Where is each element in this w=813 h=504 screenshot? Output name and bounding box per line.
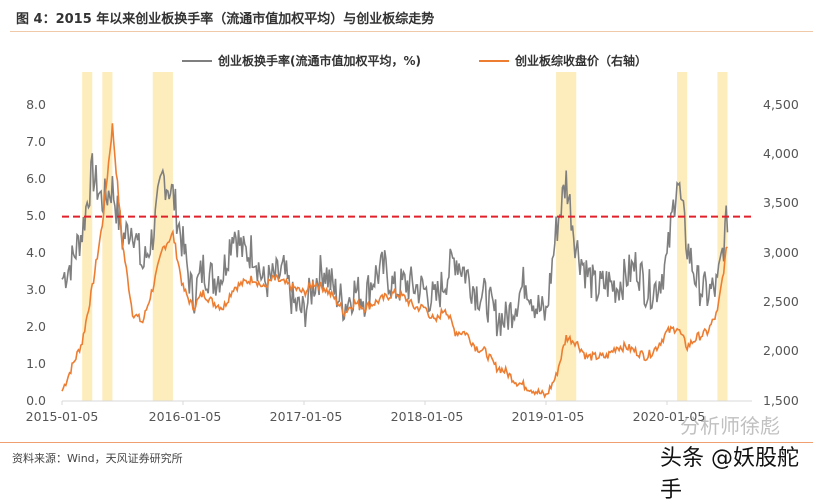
highlight-band <box>152 72 173 401</box>
x-tick-label: 2017-01-05 <box>269 409 343 424</box>
legend-label-turnover: 创业板换手率(流通市值加权平均，%) <box>218 54 421 68</box>
x-tick-label: 2020-01-05 <box>632 409 706 424</box>
x-tick-label: 2018-01-05 <box>390 409 464 424</box>
index-line <box>61 123 728 399</box>
turnover-line <box>61 153 729 337</box>
legend-item-index: 创业板综收盘价（右轴） <box>479 52 647 69</box>
legend-item-turnover: 创业板换手率(流通市值加权平均，%) <box>182 52 421 69</box>
watermark-account: 头条 @妖股舵手 <box>660 446 799 503</box>
source-note: 资料来源：Wind，天风证券研究所 <box>12 452 183 465</box>
y-left-tick: 5.0 <box>26 208 46 223</box>
highlight-band <box>717 72 728 401</box>
highlight-band <box>82 72 93 401</box>
highlight-band <box>677 72 688 401</box>
x-tick-label: 2019-01-05 <box>511 409 585 424</box>
y-right-tick: 4,000 <box>763 146 799 161</box>
y-right-tick: 1,500 <box>763 393 799 408</box>
y-left-tick: 7.0 <box>26 134 46 149</box>
y-left-tick: 8.0 <box>26 97 46 112</box>
x-axis-ticks <box>61 401 668 405</box>
y-left-tick: 6.0 <box>26 171 46 186</box>
y-left-tick: 1.0 <box>26 356 46 371</box>
chart-legend: 创业板换手率(流通市值加权平均，%) 创业板综收盘价（右轴） <box>0 46 813 68</box>
y-right-tick: 4,500 <box>763 97 799 112</box>
y-left-tick: 0.0 <box>26 393 46 408</box>
y-right-tick: 2,500 <box>763 294 799 309</box>
watermark-analyst: 分析师徐彪 <box>680 414 780 438</box>
y-right-tick: 3,500 <box>763 195 799 210</box>
x-tick-label: 2016-01-05 <box>148 409 222 424</box>
y-left-tick: 3.0 <box>26 282 46 297</box>
footer-divider <box>0 442 813 443</box>
y-left-tick: 2.0 <box>26 319 46 334</box>
chart-title: 图 4：2015 年以来创业板换手率（流通市值加权平均）与创业板综走势 <box>16 12 435 27</box>
title-divider <box>10 31 813 32</box>
highlight-band <box>102 72 113 401</box>
highlight-bands <box>82 72 728 401</box>
legend-swatch-gray <box>182 59 212 62</box>
y-right-tick: 2,000 <box>763 343 799 358</box>
highlight-band <box>556 72 577 401</box>
legend-label-index: 创业板综收盘价（右轴） <box>515 54 648 68</box>
legend-swatch-orange <box>479 59 509 62</box>
chart-plot-area <box>61 72 752 405</box>
y-right-tick: 3,000 <box>763 245 799 260</box>
x-tick-label: 2015-01-05 <box>25 409 99 424</box>
y-left-tick: 4.0 <box>26 245 46 260</box>
